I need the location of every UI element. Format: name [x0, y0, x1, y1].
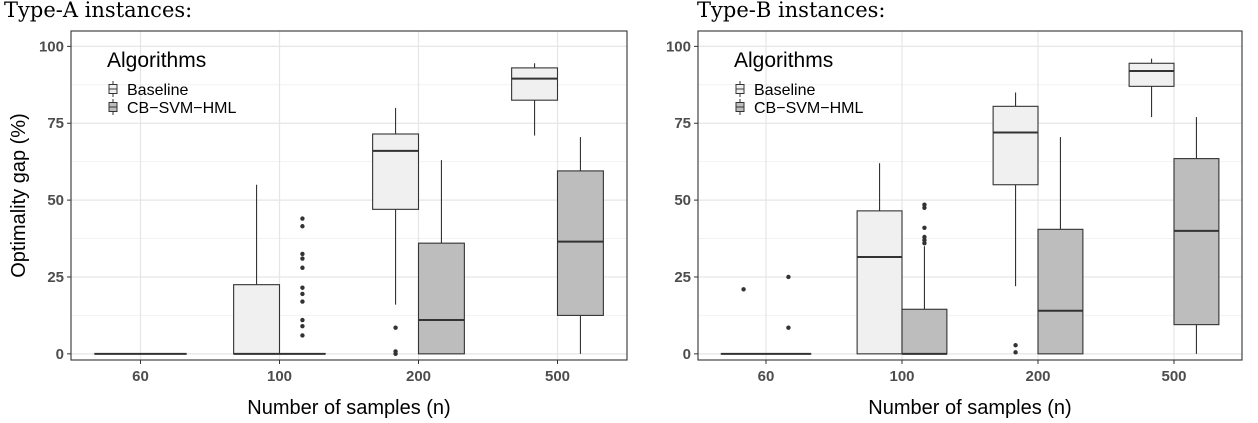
y-tick-label: 50: [674, 192, 691, 209]
y-tick-label: 25: [674, 269, 691, 286]
plot-border: [70, 30, 628, 361]
box-body: [556, 170, 604, 316]
outlier-point: [300, 256, 305, 261]
outlier-point: [393, 325, 398, 330]
outlier-point: [300, 216, 305, 221]
box-body: [992, 105, 1039, 186]
outlier-point: [1013, 343, 1018, 348]
x-tick-label: 500: [1161, 368, 1186, 385]
x-tick-label: 500: [545, 368, 570, 385]
box-body: [233, 284, 281, 355]
box-cb-svm-hml-60: [765, 274, 812, 355]
outlier-point: [300, 317, 305, 323]
x-tick-label: 100: [889, 368, 914, 385]
outlier-point: [300, 323, 305, 329]
box-baseline-500: [1128, 58, 1175, 118]
box-body: [372, 133, 420, 210]
outlier-point: [300, 224, 305, 229]
panel-title-type-b: Type-B instances:: [697, 0, 886, 22]
y-tick-label: 0: [683, 346, 691, 363]
legend-label: Baseline: [754, 82, 815, 99]
box-body: [1173, 158, 1220, 326]
box-baseline-100: [233, 184, 281, 355]
outlier-point: [922, 225, 927, 230]
box-body: [511, 67, 559, 101]
y-tick-label: 100: [39, 38, 64, 55]
outlier-point: [922, 205, 927, 210]
box-baseline-500: [511, 63, 559, 136]
outlier-point: [922, 202, 927, 207]
box-body: [901, 308, 948, 355]
outlier-point: [1013, 350, 1018, 355]
y-tick-label: 75: [674, 115, 691, 132]
plot-border: [697, 30, 1243, 361]
y-tick-label: 25: [47, 269, 64, 286]
outlier-point: [300, 265, 305, 270]
chart-panel-2: 0 25 50 75 100 60 100 200 500 Algorithms BaselineC…: [666, 30, 1243, 419]
box-body: [1128, 62, 1175, 87]
legend-title: Algorithms: [734, 49, 833, 72]
y-tick-label: 0: [56, 346, 64, 363]
outlier-point: [922, 234, 927, 240]
box-cb-svm-hml-500: [556, 137, 604, 354]
x-tick-label: 60: [758, 368, 775, 385]
outlier-point: [786, 274, 791, 280]
y-axis-title: Optimality gap (%): [8, 113, 30, 278]
box-cb-svm-hml-200: [417, 160, 465, 355]
y-tick-label: 75: [47, 115, 64, 132]
outlier-point: [300, 333, 305, 338]
panel-title-type-a: Type-A instances:: [4, 0, 193, 22]
legend-label: Baseline: [127, 82, 188, 99]
legend-title: Algorithms: [107, 49, 206, 72]
outlier-point: [393, 351, 398, 357]
box-cb-svm-hml-100: [278, 216, 326, 355]
box-cb-svm-hml-500: [1173, 117, 1220, 354]
box-baseline-100: [856, 163, 903, 355]
legend-label: CB−SVM−HML: [754, 100, 863, 117]
box-cb-svm-hml-100: [901, 202, 948, 355]
chart-panel-1: 0 25 50 75 100 60 100 200 500 Algorithms BaselineC…: [8, 30, 628, 419]
box-cb-svm-hml-200: [1037, 137, 1084, 355]
box-body: [417, 242, 465, 355]
x-tick-label: 60: [132, 368, 149, 385]
box-baseline-200: [372, 107, 420, 357]
legend-label: CB−SVM−HML: [127, 100, 236, 117]
outlier-point: [741, 287, 746, 292]
outlier-point: [300, 251, 305, 257]
outlier-point: [300, 291, 305, 297]
outlier-point: [300, 285, 305, 290]
y-tick-label: 50: [47, 192, 64, 209]
x-tick-label: 100: [267, 368, 292, 385]
box-body: [1037, 228, 1084, 355]
box-baseline-200: [992, 92, 1039, 355]
box-body: [856, 210, 903, 355]
x-tick-label: 200: [406, 368, 431, 385]
x-axis-title: Number of samples (n): [247, 397, 450, 419]
outlier-point: [300, 299, 305, 304]
x-tick-label: 200: [1025, 368, 1050, 385]
outlier-point: [922, 237, 927, 243]
outlier-point: [922, 240, 927, 246]
y-tick-label: 100: [666, 38, 691, 55]
x-axis-title: Number of samples (n): [868, 397, 1071, 419]
outlier-point: [786, 325, 791, 330]
